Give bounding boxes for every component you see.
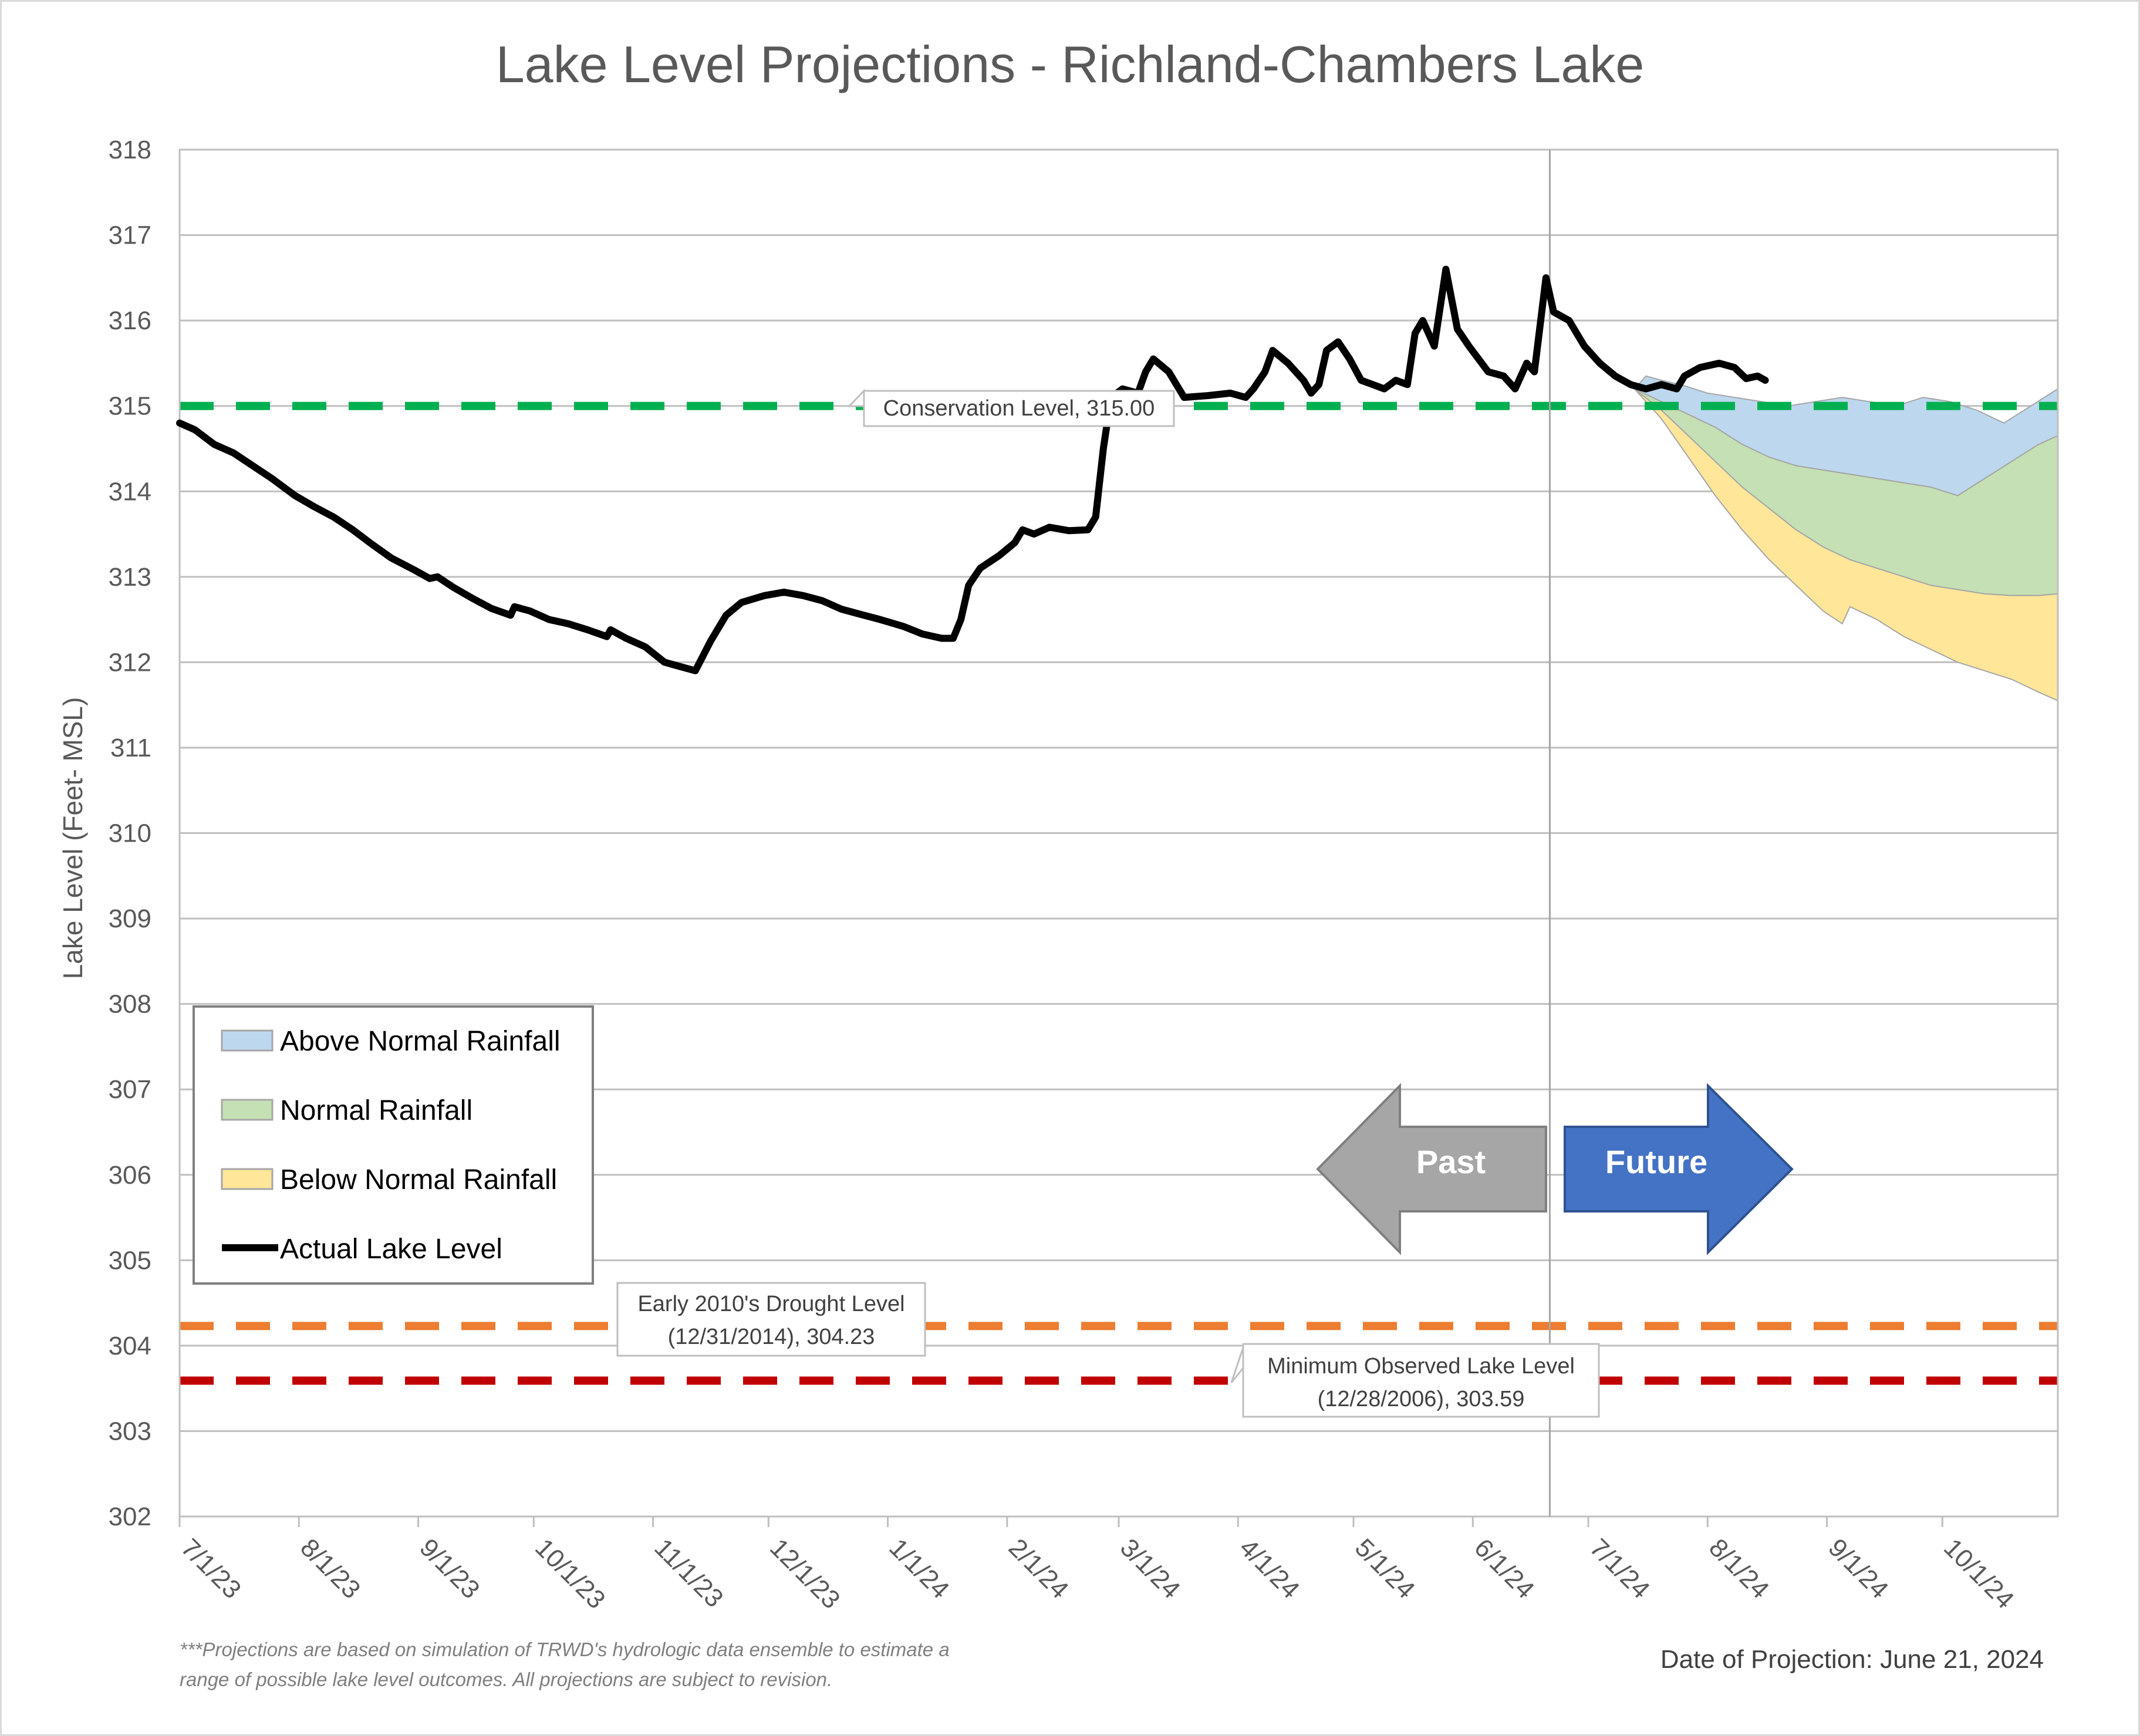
past-label: Past xyxy=(1416,1143,1486,1180)
minimum-level-label-line2: (12/28/2006), 303.59 xyxy=(1318,1387,1525,1411)
legend-swatch-above-normal xyxy=(221,1029,274,1052)
legend-label-above-normal: Above Normal Rainfall xyxy=(280,1026,561,1057)
legend: Above Normal Rainfall Normal Rainfall Be… xyxy=(193,1005,594,1285)
y-tick-label-308: 308 xyxy=(109,990,151,1019)
conservation-level-label: Conservation Level, 315.00 xyxy=(883,396,1155,421)
projection-date-note: Date of Projection: June 21, 2024 xyxy=(1660,1645,2044,1674)
x-tick-label: 5/1/24 xyxy=(1349,1533,1420,1604)
y-tick-label-314: 314 xyxy=(109,477,151,506)
x-tick-label: 2/1/24 xyxy=(1003,1533,1074,1604)
x-tick-label: 9/1/24 xyxy=(1822,1533,1893,1604)
y-axis-label: Lake Level (Feet- MSL) xyxy=(58,697,88,980)
y-tick-label-312: 312 xyxy=(109,648,151,677)
y-tick-label-318: 318 xyxy=(109,136,151,164)
x-tick-label: 11/1/23 xyxy=(649,1533,728,1613)
y-tick-label-305: 305 xyxy=(109,1246,151,1275)
x-tick-label: 9/1/23 xyxy=(414,1533,485,1604)
y-tick-label-307: 307 xyxy=(109,1075,151,1104)
y-tick-label-309: 309 xyxy=(109,904,151,933)
footnote-line2: range of possible lake level outcomes. A… xyxy=(180,1669,832,1690)
y-tick-label-315: 315 xyxy=(109,392,151,421)
x-tick-label: 6/1/24 xyxy=(1469,1533,1540,1604)
y-tick-label-302: 302 xyxy=(109,1502,151,1531)
drought-level-label-line1: Early 2010's Drought Level xyxy=(637,1292,904,1316)
footnote-line1: ***Projections are based on simulation o… xyxy=(180,1639,950,1660)
x-tick-label: 10/1/23 xyxy=(529,1533,610,1614)
future-arrow: Future xyxy=(1564,1083,1794,1255)
x-tick-label: 1/1/24 xyxy=(883,1533,954,1604)
y-tick-label-317: 317 xyxy=(109,221,151,250)
x-tick-label: 12/1/23 xyxy=(764,1533,845,1614)
y-tick-label-313: 313 xyxy=(109,563,151,592)
legend-label-normal: Normal Rainfall xyxy=(280,1095,472,1126)
y-tick-label-306: 306 xyxy=(109,1161,151,1190)
x-tick-label: 8/1/23 xyxy=(295,1533,366,1604)
conservation-level-callout: Conservation Level, 315.00 xyxy=(847,389,1175,427)
future-label: Future xyxy=(1605,1143,1707,1180)
x-axis-ticks: 7/1/23 8/1/23 9/1/23 10/1/23 11/1/23 12/1/23 1… xyxy=(175,1517,2020,1615)
legend-box xyxy=(193,1005,594,1285)
legend-swatch-below-normal xyxy=(221,1168,274,1190)
actual-lake-level-series xyxy=(176,265,1769,674)
y-tick-label-304: 304 xyxy=(109,1332,151,1360)
x-tick-label: 7/1/24 xyxy=(1584,1533,1655,1604)
y-tick-label-311: 311 xyxy=(110,734,151,762)
minimum-level-label-line1: Minimum Observed Lake Level xyxy=(1267,1354,1575,1379)
x-tick-label: 10/1/24 xyxy=(1938,1533,2019,1614)
drought-level-label-line2: (12/31/2014), 304.23 xyxy=(668,1325,875,1349)
chart-title: Lake Level Projections - Richland-Chambe… xyxy=(496,35,1645,93)
x-tick-label: 8/1/24 xyxy=(1703,1533,1774,1604)
y-tick-label-310: 310 xyxy=(109,819,151,848)
past-arrow: Past xyxy=(1316,1083,1547,1255)
projection-areas xyxy=(1633,375,2058,702)
drought-level-callout: Early 2010's Drought Level (12/31/2014),… xyxy=(616,1282,926,1357)
x-tick-label: 4/1/24 xyxy=(1234,1533,1305,1604)
y-axis-ticks: 302 303 304 305 306 307 308 309 310 311 312 313 314 3… xyxy=(109,136,151,1531)
y-tick-label-316: 316 xyxy=(109,306,151,335)
y-tick-label-303: 303 xyxy=(109,1417,151,1445)
legend-label-below-normal: Below Normal Rainfall xyxy=(280,1164,557,1195)
x-tick-label: 7/1/23 xyxy=(175,1533,247,1604)
legend-label-actual: Actual Lake Level xyxy=(280,1234,502,1265)
legend-swatch-normal xyxy=(221,1099,274,1121)
minimum-level-callout: Minimum Observed Lake Level (12/28/2006)… xyxy=(1230,1343,1600,1418)
actual-lake-level-line xyxy=(176,265,1769,674)
x-tick-label: 3/1/24 xyxy=(1115,1533,1186,1604)
reference-lines xyxy=(180,401,2058,1385)
